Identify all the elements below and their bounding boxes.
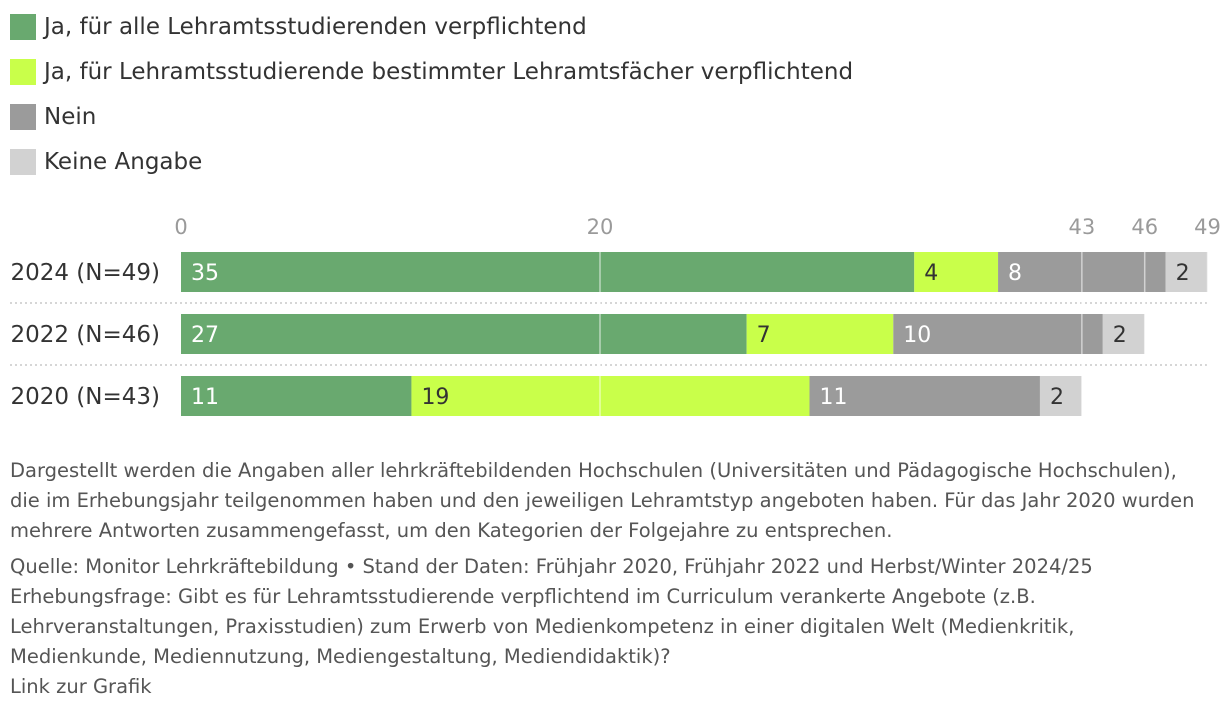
row-label: 2022 (N=46) bbox=[10, 322, 160, 348]
legend-label: Ja, für Lehramtsstudierende bestimmter L… bbox=[44, 59, 854, 85]
bar-segment bbox=[746, 314, 894, 354]
bar-value-label: 2 bbox=[1176, 261, 1190, 286]
bar-segment bbox=[1165, 252, 1208, 292]
bar-value-label: 10 bbox=[903, 323, 931, 348]
chart-link[interactable]: Link zur Grafik bbox=[10, 675, 152, 698]
question-text: Erhebungsfrage: Gibt es für Lehramtsstud… bbox=[10, 585, 1075, 668]
bar-value-label: 27 bbox=[191, 323, 219, 348]
axis-tick-label: 43 bbox=[1068, 215, 1095, 239]
bar-value-label: 4 bbox=[924, 261, 938, 286]
bar-segment bbox=[1039, 376, 1082, 416]
bar-value-label: 11 bbox=[820, 385, 848, 410]
bar-value-label: 2 bbox=[1050, 385, 1064, 410]
bar-segment bbox=[411, 376, 810, 416]
bar-segment bbox=[1102, 314, 1145, 354]
bar-segment bbox=[181, 252, 915, 292]
row-label: 2024 (N=49) bbox=[10, 260, 160, 286]
bar-value-label: 2 bbox=[1113, 323, 1127, 348]
legend-item-all-mandatory: Ja, für alle Lehramtsstudierenden verpfl… bbox=[10, 10, 587, 44]
bar-segment bbox=[893, 314, 1103, 354]
axis-tick-label: 49 bbox=[1194, 215, 1220, 239]
legend-swatch bbox=[10, 104, 36, 130]
legend-swatch bbox=[10, 14, 36, 40]
stacked-bar-chart: 0 20 43 46 49 2024 (N=49) 35 4 8 2 2022 (N=46) 27 7 1… bbox=[10, 215, 1220, 416]
legend-item-no: Nein bbox=[10, 100, 96, 134]
legend-label: Nein bbox=[44, 104, 97, 130]
legend-label: Ja, für alle Lehramtsstudierenden verpfl… bbox=[44, 14, 587, 40]
legend-label: Keine Angabe bbox=[44, 149, 203, 175]
bar-segment bbox=[181, 314, 747, 354]
bar-segment bbox=[809, 376, 1040, 416]
axis-tick-label: 46 bbox=[1131, 215, 1158, 239]
legend-swatch bbox=[10, 149, 36, 175]
source-text: Quelle: Monitor Lehrkräftebildung • Stan… bbox=[10, 555, 1093, 578]
bar-value-label: 11 bbox=[191, 385, 219, 410]
chart-notes: Dargestellt werden die Angaben aller leh… bbox=[10, 456, 1210, 702]
axis-tick-label: 0 bbox=[174, 215, 187, 239]
legend-item-certain-subjects: Ja, für Lehramtsstudierende bestimmter L… bbox=[10, 55, 853, 89]
bar-value-label: 8 bbox=[1008, 261, 1022, 286]
description-text: Dargestellt werden die Angaben aller leh… bbox=[10, 459, 1195, 542]
bar-value-label: 35 bbox=[191, 261, 219, 286]
bar-value-label: 7 bbox=[757, 323, 771, 348]
bar-segment bbox=[914, 252, 999, 292]
bar-segment bbox=[181, 376, 412, 416]
axis-tick-label: 20 bbox=[587, 215, 614, 239]
row-label: 2020 (N=43) bbox=[10, 384, 160, 410]
legend-item-no-answer: Keine Angabe bbox=[10, 145, 202, 179]
bar-value-label: 19 bbox=[421, 385, 449, 410]
legend-swatch bbox=[10, 59, 36, 85]
